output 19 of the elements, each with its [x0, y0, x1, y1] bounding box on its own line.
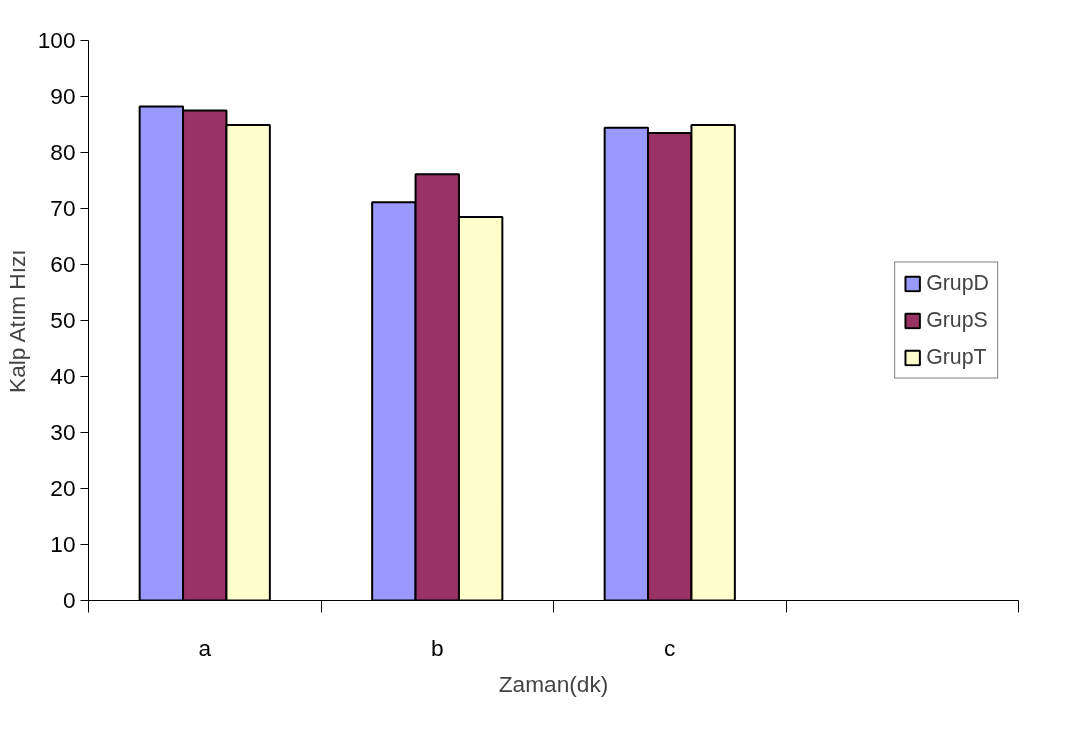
legend-label: GrupS [926, 307, 988, 333]
y-axis-title: Kalp Atım Hızı [3, 249, 30, 393]
x-tick-label: a [198, 634, 212, 661]
y-tick-label: 0 [62, 587, 76, 613]
y-tick-label: 40 [50, 363, 76, 389]
x-tick-label: b [430, 634, 444, 661]
y-tick-label: 60 [50, 251, 76, 277]
y-tick-label: 20 [50, 475, 76, 501]
y-tick-label: 100 [37, 27, 76, 53]
x-tick-label: c [664, 634, 676, 661]
legend-label: GrupT [926, 344, 987, 370]
y-tick-label: 30 [50, 419, 76, 445]
y-tick-label: 10 [50, 531, 76, 557]
y-tick-label: 70 [50, 195, 76, 221]
y-tick-label: 90 [50, 83, 76, 109]
y-tick-label: 50 [50, 307, 76, 333]
legend-label: GrupD [926, 270, 989, 296]
x-axis-title: Zaman(dk) [498, 670, 609, 697]
y-tick-label: 80 [50, 139, 76, 165]
